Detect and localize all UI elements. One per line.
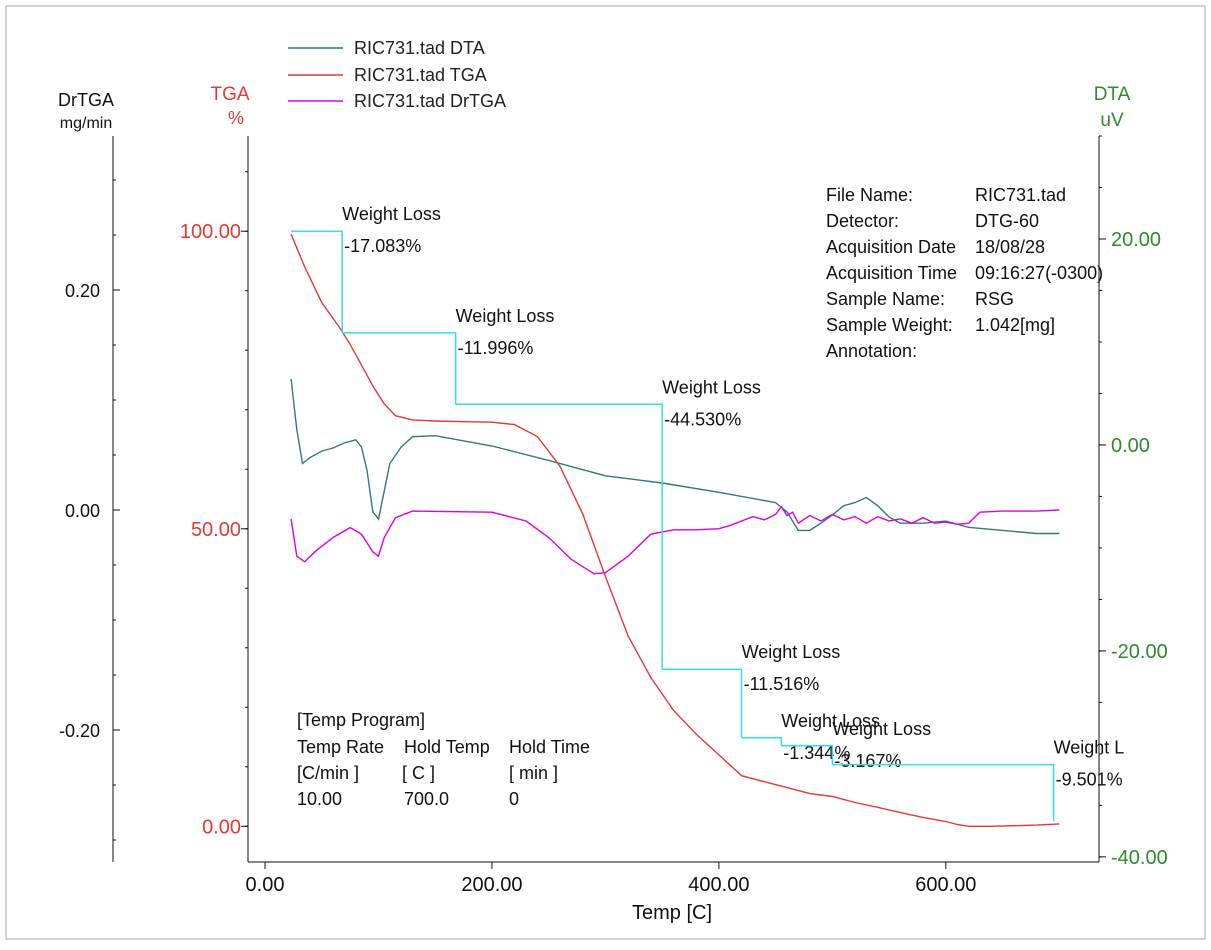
weight-loss-label-3: Weight Loss [742,642,841,662]
weight-loss-value-6: -9.501% [1056,770,1123,790]
drtga-tick-label-2: -0.20 [59,721,100,741]
info-label-sample-weight: Sample Weight: [826,315,953,335]
weight-loss-label-2: Weight Loss [662,377,761,397]
axis-ticks: 0.00 200.00 400.00 600.00 0.20 0.00 -0.20 100.0… [59,135,1168,896]
weight-loss-value-5: -3.167% [834,751,901,771]
tga-axis-title: TGA [210,84,249,105]
drtga-axis-unit: mg/min [60,115,112,132]
weight-loss-label-4: Weight Loss [781,711,880,731]
x-tick-label-3: 600.00 [915,874,976,896]
x-axis-title: Temp [C] [632,902,712,924]
weight-loss-step-2 [455,403,663,670]
temp-program-header-rate: Temp Rate [297,737,384,757]
temp-program-unit-rate: [C/min ] [297,763,359,783]
temp-program-unit-hold-temp: [ C ] [402,763,435,783]
info-label-sample-name: Sample Name: [826,289,945,309]
temp-program-title: [Temp Program] [297,710,425,730]
weight-loss-step-5 [781,745,834,765]
x-tick-label-1: 200.00 [461,874,522,896]
info-label-file-name: File Name: [826,185,913,205]
info-value-acq-date: 18/08/28 [975,237,1045,257]
temp-program-value-rate: 10.00 [297,789,342,809]
temp-program-header-hold-time: Hold Time [509,737,590,757]
temp-program-header-hold-temp: Hold Temp [404,737,490,757]
weight-loss-label-5: Weight Loss [832,719,931,739]
weight-loss-step-6 [832,763,1055,822]
weight-loss-step-1 [342,332,457,405]
series-group [290,233,1060,827]
legend-label-dta: RIC731.tad DTA [354,38,485,58]
weight-loss-label-1: Weight Loss [456,306,555,326]
weight-loss-value-3: -11.516% [744,674,820,694]
weight-loss-value-1: -11.996% [458,338,534,358]
series-line-tga [290,233,1060,827]
x-tick-label-2: 400.00 [688,874,749,896]
info-label-annotation: Annotation: [826,341,917,361]
tga-tick-label-2: 0.00 [202,816,241,838]
weight-loss-value-0: -17.083% [344,236,421,256]
info-value-file-name: RIC731.tad [975,185,1066,205]
tga-tick-label-0: 100.00 [180,221,241,243]
tga-tick-label-1: 50.00 [191,519,241,541]
weight-loss-value-4: -1.344% [783,743,850,763]
legend-label-tga: RIC731.tad TGA [354,65,487,85]
series-line-drtga [290,505,1060,575]
dta-tick-label-2: -20.00 [1111,641,1168,663]
dta-tick-label-1: 0.00 [1111,435,1150,457]
dta-tick-label-3: -40.00 [1111,847,1168,869]
legend: RIC731.tad DTA RIC731.tad TGA RIC731.tad… [288,38,506,111]
weight-loss-step-3 [662,668,743,738]
info-label-acq-time: Acquisition Time [826,263,957,283]
tga-axis-unit: % [228,108,244,128]
weight-loss-label-0: Weight Loss [342,204,441,224]
weight-loss-value-2: -44.530% [664,409,741,429]
info-value-detector: DTG-60 [975,211,1039,231]
chart-border [5,5,1206,940]
dta-axis-title: DTA [1094,84,1131,105]
weight-loss-step-4 [741,737,783,746]
temp-program-value-hold-time: 0 [509,789,519,809]
info-value-sample-name: RSG [975,289,1014,309]
legend-label-drtga: RIC731.tad DrTGA [354,91,506,111]
info-label-detector: Detector: [826,211,899,231]
temp-program: [Temp Program] Temp Rate Hold Temp Hold … [297,710,590,809]
drtga-tick-label-0: 0.20 [65,281,100,301]
info-label-acq-date: Acquisition Date [826,237,956,257]
info-value-acq-time: 09:16:27(-0300) [975,263,1103,283]
drtga-axis-title: DrTGA [58,90,114,110]
info-value-sample-weight: 1.042[mg] [975,315,1055,335]
drtga-tick-label-1: 0.00 [65,501,100,521]
temp-program-value-hold-temp: 700.0 [404,789,449,809]
x-tick-label-0: 0.00 [246,874,285,896]
dta-axis-unit: uV [1100,110,1124,131]
weight-loss-label-6: Weight L [1054,738,1125,758]
weight-loss-steps: Weight Loss -17.083% Weight Loss -11.996% We… [291,204,1125,822]
dta-tick-label-0: 20.00 [1111,229,1161,251]
sample-info: File Name: Detector: Acquisition Date Ac… [826,185,1103,361]
weight-loss-step-0 [291,230,343,333]
temp-program-unit-hold-time: [ min ] [509,763,558,783]
